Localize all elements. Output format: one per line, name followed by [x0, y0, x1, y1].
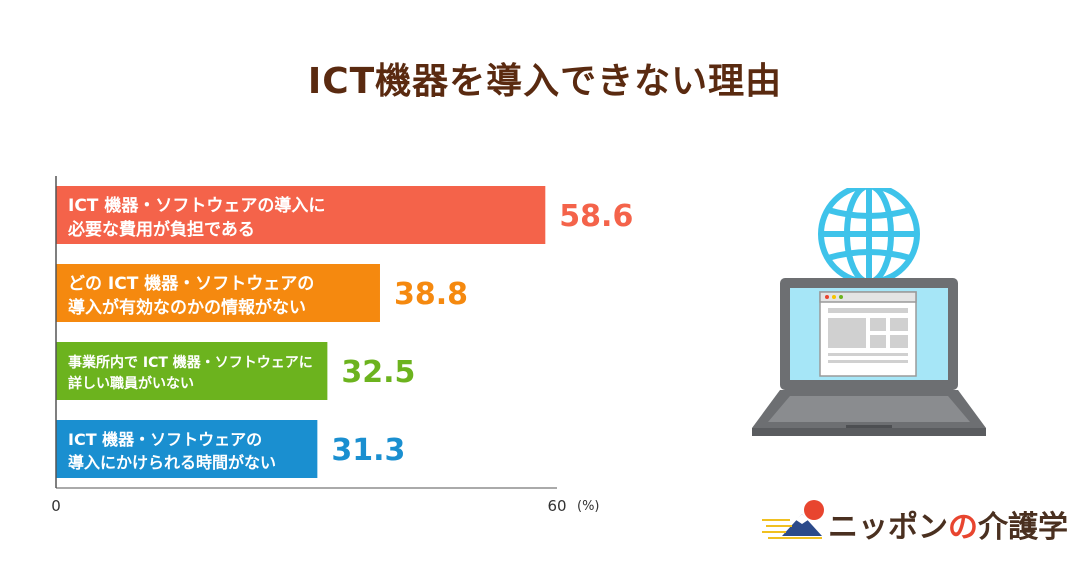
bar-1-label-line-1: ICT 機器・ソフトウェアの導入に — [68, 195, 325, 216]
x-tick-label-0: 0 — [51, 497, 61, 515]
x-axis-unit-label: (%) — [577, 499, 600, 514]
bar-3-label-line-1: 事業所内で ICT 機器・ソフトウェアに — [68, 354, 313, 371]
bar-4-value-label: 31.3 — [331, 433, 405, 468]
bar-2 — [56, 264, 380, 322]
laptop-globe-illustration — [752, 188, 986, 436]
bar-4 — [56, 420, 318, 478]
bar-2-label-line-2: 導入が有効なのかの情報がない — [68, 297, 306, 318]
globe-icon — [818, 188, 920, 285]
x-tick-label-60: 60 — [547, 497, 566, 515]
logo-text-no: の — [948, 510, 978, 545]
bar-4-label-line-2: 導入にかけられる時間がない — [68, 453, 276, 472]
bar-2-label-line-1: どの ICT 機器・ソフトウェアの — [68, 273, 314, 294]
laptop-icon — [752, 278, 986, 436]
chart-title: ICT機器を導入できない理由 — [307, 61, 783, 102]
bar-1 — [56, 186, 546, 244]
bar-1-value-label: 58.6 — [559, 199, 633, 234]
bar-3-label-line-2: 詳しい職員がいない — [68, 375, 194, 392]
logo-text: ニッポンの介護学 — [828, 502, 1068, 546]
bar-1-label-line-2: 必要な費用が負担である — [67, 219, 255, 240]
bar-2-value-label: 38.8 — [394, 277, 468, 312]
bar-3 — [56, 342, 328, 400]
bar-4-label-line-1: ICT 機器・ソフトウェアの — [68, 430, 262, 449]
logo-text-part1: ニッポン — [828, 510, 948, 545]
bar-3-value-label: 32.5 — [341, 355, 415, 390]
logo-text-part2: 介護学 — [978, 510, 1068, 545]
logo-mark — [762, 500, 824, 539]
